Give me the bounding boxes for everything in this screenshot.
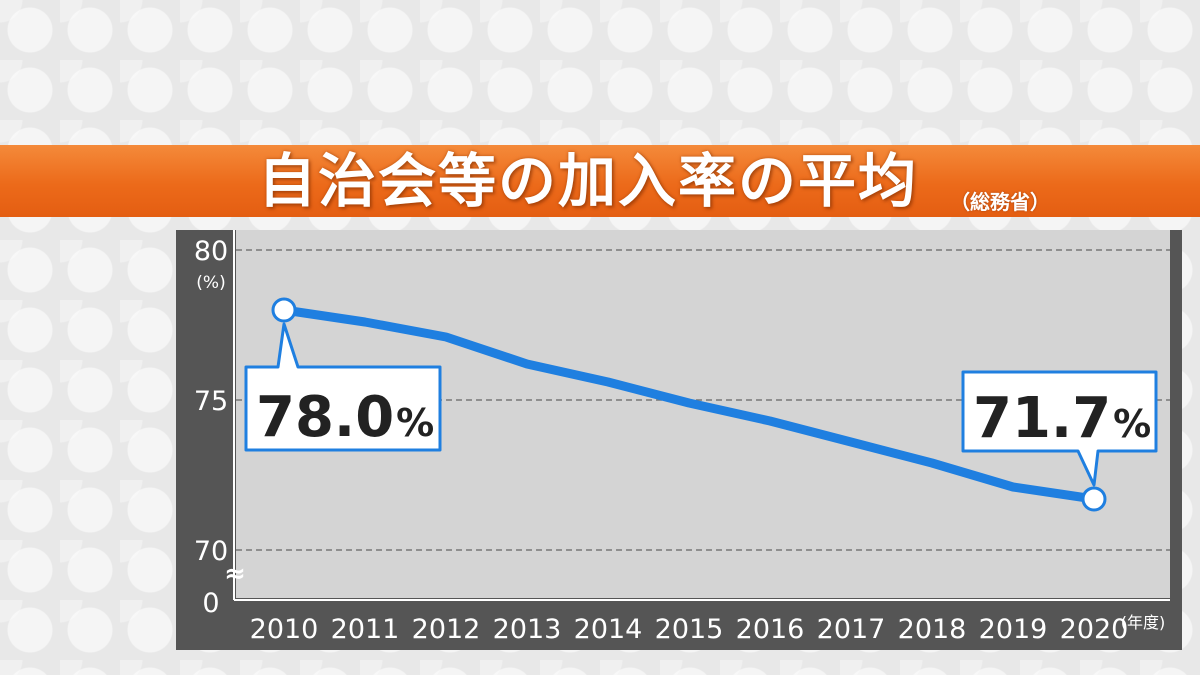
y-tick-label: 75 [194,386,228,417]
callout-box [244,322,442,452]
callout-unit: % [1113,402,1151,446]
callout-box [961,370,1158,487]
chart-title: 自治会等の加入率の平均 [258,147,919,215]
y-tick-label: 70 [194,536,228,567]
x-tick-label: 2013 [493,614,562,645]
x-unit-label: (年度) [1121,613,1166,632]
value-callouts: 78.0% 71.7% [244,297,1158,512]
y-tick-labels: 80 75 70 0 [194,236,228,619]
y-unit-label: (%) [196,273,225,293]
x-tick-label: 2020 [1060,614,1129,645]
series-line [279,305,1099,504]
x-tick-label: 2017 [817,614,886,645]
x-tick-label: 2014 [574,614,643,645]
chart-source: （総務省） [950,190,1050,214]
x-tick-label: 2011 [331,614,400,645]
x-tick-label: 2018 [898,614,967,645]
value-callout: 71.7% [961,370,1158,512]
x-tick-labels: 2010 2011 2012 2013 2014 2015 2016 2017 2018 2019… [250,614,1129,645]
title-band [0,145,1200,217]
x-tick-label: 2016 [736,614,805,645]
y-tick-label: 0 [202,588,219,619]
y-tick-label: 80 [194,236,228,267]
x-tick-label: 2012 [412,614,481,645]
axis-break-symbol: ≈ [224,559,246,589]
data-point-marker [271,297,297,323]
x-tick-label: 2010 [250,614,319,645]
value-callout: 78.0% [244,297,442,452]
data-point-marker [1081,486,1107,512]
callout-unit: % [396,401,434,445]
x-tick-label: 2019 [979,614,1048,645]
x-tick-label: 2015 [655,614,724,645]
